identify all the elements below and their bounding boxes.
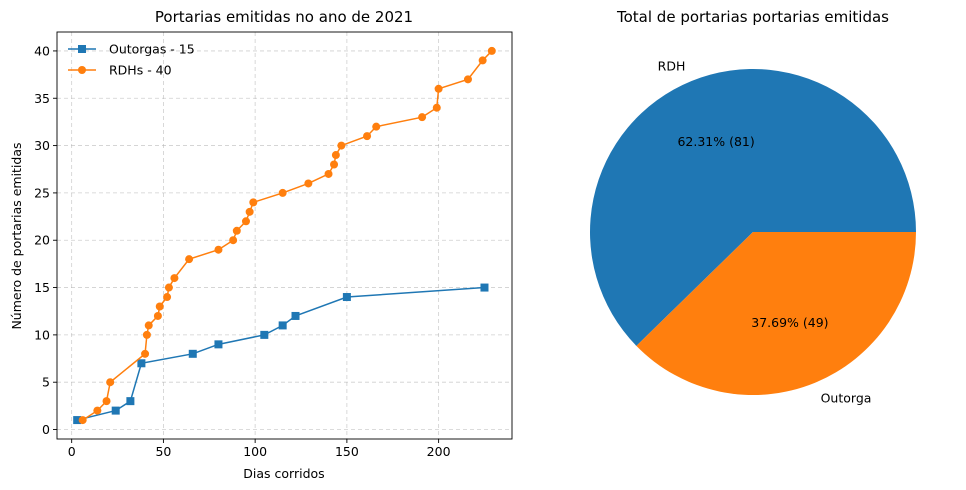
- pie-category-label: RDH: [658, 58, 686, 73]
- data-point: [155, 302, 164, 311]
- line-chart: Portarias emitidas no ano de 2021 0 50 100…: [9, 8, 513, 481]
- pie-labels: 62.31% (81) RDH 37.69% (49) Outorga: [658, 58, 872, 405]
- y-tick-label: 35: [34, 91, 50, 106]
- data-point: [73, 416, 82, 425]
- y-tick-label: 15: [34, 280, 50, 295]
- y-tick-label: 20: [34, 233, 50, 248]
- x-tick-label: 50: [155, 444, 171, 459]
- x-axis-label: Dias corridos: [243, 466, 324, 481]
- x-tick-label: 200: [427, 444, 451, 459]
- data-point: [487, 46, 496, 55]
- y-axis-label: Número de portarias emitidas: [9, 142, 24, 329]
- data-point: [188, 349, 197, 358]
- data-point: [337, 141, 346, 150]
- data-point: [372, 122, 381, 131]
- data-point: [304, 179, 313, 188]
- data-point: [434, 84, 443, 93]
- data-point: [214, 245, 223, 254]
- x-tick-label: 100: [243, 444, 267, 459]
- data-point: [241, 217, 250, 226]
- y-tick-label: 30: [34, 138, 50, 153]
- data-point: [249, 198, 258, 207]
- data-point: [102, 397, 111, 406]
- data-point: [480, 283, 489, 292]
- data-point: [278, 321, 287, 330]
- data-point: [330, 160, 339, 169]
- data-point: [126, 397, 135, 406]
- series-line-0: [77, 286, 485, 421]
- data-point: [137, 359, 146, 368]
- legend-marker: [78, 45, 86, 53]
- data-point: [144, 321, 153, 330]
- x-tick-label: 0: [68, 444, 76, 459]
- y-tick-label: 10: [34, 327, 50, 342]
- x-tick-label: 150: [335, 444, 359, 459]
- data-point: [164, 283, 173, 292]
- data-point: [260, 330, 269, 339]
- pie-chart-title: Total de portarias portarias emitidas: [616, 8, 889, 26]
- data-point: [324, 169, 333, 178]
- data-point: [291, 311, 300, 320]
- data-point: [232, 226, 241, 235]
- data-point: [245, 207, 254, 216]
- y-tick-label: 40: [34, 43, 50, 58]
- legend: Outorgas - 15 RDHs - 40: [68, 42, 195, 78]
- pie-category-label: Outorga: [821, 391, 872, 406]
- line-chart-frame: [56, 31, 513, 440]
- pie-percent-label: 37.69% (49): [751, 315, 828, 330]
- data-point: [331, 151, 340, 160]
- legend-label: RDHs - 40: [109, 63, 172, 78]
- data-point: [111, 406, 120, 415]
- data-point: [185, 255, 194, 264]
- data-point: [418, 113, 427, 122]
- y-tick-label: 5: [42, 375, 50, 390]
- data-point: [278, 188, 287, 197]
- data-point: [342, 293, 351, 302]
- data-point: [214, 340, 223, 349]
- data-point: [170, 274, 179, 283]
- legend-label: Outorgas - 15: [109, 42, 195, 57]
- data-point: [153, 311, 162, 320]
- data-point: [163, 293, 172, 302]
- data-point: [93, 406, 102, 415]
- y-tick-label: 25: [34, 185, 50, 200]
- data-point: [141, 349, 150, 358]
- data-point: [106, 378, 115, 387]
- line-chart-grid: [57, 32, 512, 439]
- data-point: [78, 416, 87, 425]
- data-point: [142, 330, 151, 339]
- pie-percent-label: 62.31% (81): [677, 134, 754, 149]
- data-point: [363, 132, 372, 141]
- y-tick-label: 0: [42, 422, 50, 437]
- line-chart-ticks: 0 50 100 150 200 0 5 10 15 20 25 30 35 40: [34, 43, 450, 459]
- data-point: [229, 236, 238, 245]
- line-chart-series: [73, 46, 496, 425]
- data-point: [478, 56, 487, 65]
- data-point: [432, 103, 441, 112]
- legend-marker: [78, 66, 86, 74]
- pie-slices: [589, 68, 916, 395]
- pie-slice-outorga: [636, 232, 916, 395]
- data-point: [463, 75, 472, 84]
- pie-slice-rdh: [589, 68, 916, 346]
- line-chart-title: Portarias emitidas no ano de 2021: [155, 8, 413, 26]
- pie-chart: Total de portarias portarias emitidas 62…: [589, 8, 916, 406]
